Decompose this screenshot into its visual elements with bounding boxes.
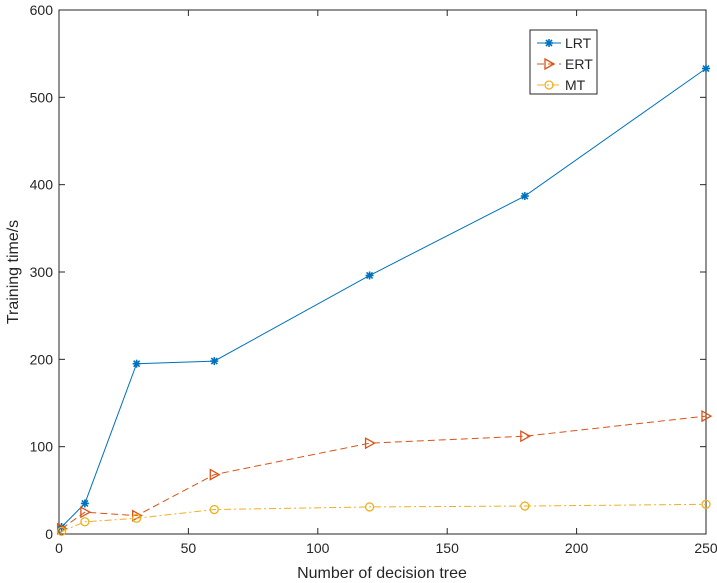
series-layer bbox=[56, 64, 713, 537]
x-tick-label: 50 bbox=[181, 540, 197, 556]
y-tick-label: 200 bbox=[30, 351, 54, 367]
plot-area bbox=[58, 9, 707, 535]
legend-label-ert: ERT bbox=[565, 56, 593, 72]
data-point-lrt bbox=[210, 357, 219, 366]
legend-marker-mt bbox=[544, 80, 554, 90]
data-point-lrt bbox=[520, 192, 529, 201]
data-point-ert bbox=[364, 437, 376, 450]
data-point-mt bbox=[131, 513, 142, 523]
legend-marker-lrt bbox=[545, 39, 553, 47]
y-tick-label: 100 bbox=[30, 439, 54, 455]
legend-label-mt: MT bbox=[565, 77, 586, 93]
x-tick-label: 0 bbox=[55, 540, 63, 556]
data-point-lrt bbox=[132, 359, 141, 368]
legend: LRT ERT MT bbox=[529, 29, 598, 95]
x-axis-ticks: 0 50 100 150 200 250 bbox=[55, 10, 717, 556]
series-line-ert bbox=[61, 415, 707, 530]
data-point-mt bbox=[364, 502, 375, 512]
data-point-lrt bbox=[702, 64, 710, 73]
y-tick-label: 300 bbox=[30, 264, 54, 280]
x-tick-label: 250 bbox=[694, 540, 717, 556]
data-point-lrt bbox=[365, 271, 374, 280]
legend-box bbox=[529, 29, 598, 95]
data-point-mt bbox=[701, 499, 711, 509]
series-line-mt bbox=[61, 503, 707, 532]
y-axis-ticks: 0 100 200 300 400 500 600 bbox=[30, 2, 706, 542]
y-tick-label: 0 bbox=[45, 526, 53, 542]
data-point-mt bbox=[520, 501, 530, 511]
x-axis-label: Number of decision tree bbox=[297, 565, 467, 582]
data-point-lrt bbox=[80, 499, 89, 508]
data-point-mt bbox=[56, 526, 67, 537]
x-tick-label: 100 bbox=[306, 540, 330, 556]
data-point-ert bbox=[209, 468, 221, 481]
y-tick-label: 600 bbox=[30, 2, 54, 18]
legend-label-lrt: LRT bbox=[565, 35, 592, 51]
data-point-mt bbox=[209, 504, 219, 515]
data-point-ert bbox=[701, 409, 713, 423]
x-tick-label: 200 bbox=[565, 540, 589, 556]
y-tick-label: 500 bbox=[30, 89, 54, 105]
data-point-ert bbox=[80, 506, 92, 519]
y-tick-label: 400 bbox=[30, 177, 54, 193]
legend-marker-ert bbox=[544, 57, 556, 71]
data-point-mt bbox=[80, 517, 90, 527]
x-tick-label: 150 bbox=[436, 540, 460, 556]
data-point-ert bbox=[520, 430, 532, 443]
y-axis-label: Training time/s bbox=[5, 220, 22, 324]
